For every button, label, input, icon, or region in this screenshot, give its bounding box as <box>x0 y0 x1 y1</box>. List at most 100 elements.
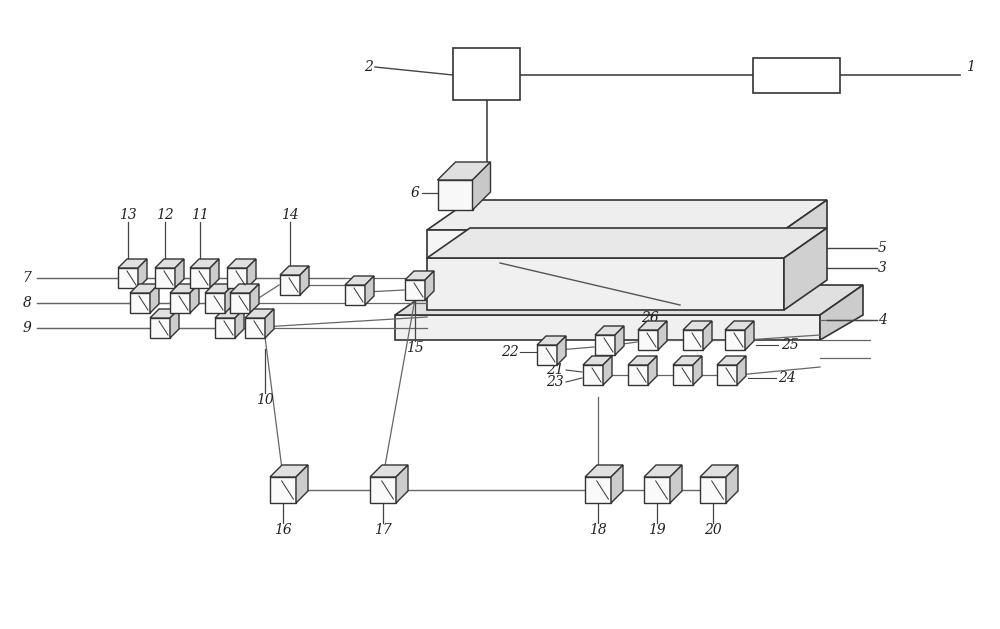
Bar <box>753 58 840 93</box>
Polygon shape <box>365 276 374 305</box>
Polygon shape <box>725 321 754 330</box>
Polygon shape <box>138 259 147 288</box>
Polygon shape <box>648 356 657 385</box>
Polygon shape <box>150 318 170 338</box>
Text: 25: 25 <box>781 338 799 352</box>
Polygon shape <box>557 336 566 365</box>
Polygon shape <box>250 284 259 313</box>
Polygon shape <box>673 365 693 385</box>
Polygon shape <box>370 465 408 477</box>
Polygon shape <box>427 200 827 230</box>
Text: 11: 11 <box>191 208 209 222</box>
Polygon shape <box>693 356 702 385</box>
Polygon shape <box>210 259 219 288</box>
Polygon shape <box>270 465 308 477</box>
Polygon shape <box>628 356 657 365</box>
Text: 14: 14 <box>281 208 299 222</box>
Polygon shape <box>537 336 566 345</box>
Polygon shape <box>227 268 247 288</box>
Polygon shape <box>280 266 309 275</box>
Polygon shape <box>280 275 300 295</box>
Polygon shape <box>745 321 754 350</box>
Polygon shape <box>611 465 623 503</box>
Polygon shape <box>585 465 623 477</box>
Polygon shape <box>170 284 199 293</box>
Polygon shape <box>205 284 234 293</box>
Polygon shape <box>296 465 308 503</box>
Bar <box>453 48 520 100</box>
Polygon shape <box>395 285 863 315</box>
Polygon shape <box>190 268 210 288</box>
Polygon shape <box>427 230 784 258</box>
Text: 5: 5 <box>878 241 886 255</box>
Polygon shape <box>395 315 820 340</box>
Polygon shape <box>215 318 235 338</box>
Text: 10: 10 <box>256 393 274 407</box>
Text: 7: 7 <box>23 271 31 285</box>
Polygon shape <box>345 276 374 285</box>
Polygon shape <box>717 356 746 365</box>
Polygon shape <box>170 309 179 338</box>
Polygon shape <box>673 356 702 365</box>
Polygon shape <box>700 465 738 477</box>
Polygon shape <box>427 258 784 310</box>
Polygon shape <box>155 259 184 268</box>
Polygon shape <box>205 293 225 313</box>
Text: 4: 4 <box>878 313 886 327</box>
Polygon shape <box>784 228 827 310</box>
Polygon shape <box>155 268 175 288</box>
Text: 21: 21 <box>546 363 564 377</box>
Polygon shape <box>265 309 274 338</box>
Polygon shape <box>150 284 159 313</box>
Polygon shape <box>230 293 250 313</box>
Polygon shape <box>644 465 682 477</box>
Polygon shape <box>235 309 244 338</box>
Text: 3: 3 <box>878 261 886 275</box>
Polygon shape <box>425 271 434 300</box>
Polygon shape <box>405 280 425 300</box>
Text: 23: 23 <box>546 375 564 389</box>
Polygon shape <box>583 365 603 385</box>
Polygon shape <box>150 309 179 318</box>
Text: 16: 16 <box>274 523 292 537</box>
Polygon shape <box>726 465 738 503</box>
Polygon shape <box>225 284 234 313</box>
Polygon shape <box>270 477 296 503</box>
Text: 20: 20 <box>704 523 722 537</box>
Text: 17: 17 <box>374 523 392 537</box>
Polygon shape <box>438 162 490 180</box>
Text: 2: 2 <box>364 60 372 74</box>
Polygon shape <box>725 330 745 350</box>
Polygon shape <box>227 259 256 268</box>
Polygon shape <box>717 365 737 385</box>
Polygon shape <box>215 309 244 318</box>
Polygon shape <box>638 330 658 350</box>
Text: 13: 13 <box>119 208 137 222</box>
Polygon shape <box>345 285 365 305</box>
Polygon shape <box>784 200 827 258</box>
Polygon shape <box>537 345 557 365</box>
Polygon shape <box>583 356 612 365</box>
Text: 15: 15 <box>406 341 424 355</box>
Polygon shape <box>703 321 712 350</box>
Polygon shape <box>438 180 473 210</box>
Polygon shape <box>615 326 624 355</box>
Text: 12: 12 <box>156 208 174 222</box>
Polygon shape <box>300 266 309 295</box>
Polygon shape <box>595 335 615 355</box>
Polygon shape <box>247 259 256 288</box>
Text: 18: 18 <box>589 523 607 537</box>
Text: 24: 24 <box>778 371 796 385</box>
Polygon shape <box>670 465 682 503</box>
Polygon shape <box>405 271 434 280</box>
Text: 22: 22 <box>501 345 519 359</box>
Polygon shape <box>245 318 265 338</box>
Polygon shape <box>118 259 147 268</box>
Polygon shape <box>396 465 408 503</box>
Polygon shape <box>175 259 184 288</box>
Polygon shape <box>370 477 396 503</box>
Polygon shape <box>628 365 648 385</box>
Polygon shape <box>683 321 712 330</box>
Polygon shape <box>130 284 159 293</box>
Polygon shape <box>190 259 219 268</box>
